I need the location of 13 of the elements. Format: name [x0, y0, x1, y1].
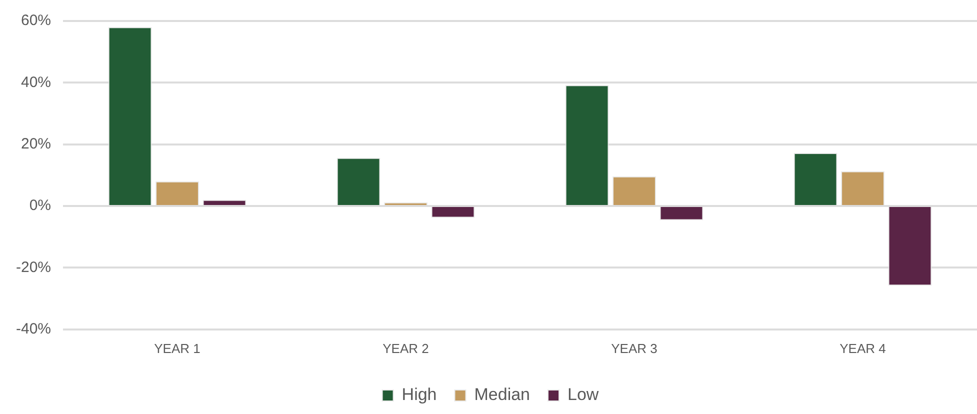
legend-label: High — [402, 385, 437, 404]
y-tick-label: 0% — [29, 197, 52, 214]
y-tick-label: -20% — [16, 258, 52, 276]
x-tick-label: YEAR 4 — [840, 340, 886, 356]
x-tick-label: YEAR 3 — [611, 340, 658, 356]
y-tick-label: 60% — [20, 12, 52, 30]
y-tick-label: 40% — [20, 74, 52, 91]
legend-label: Median — [474, 385, 530, 404]
x-tick-label: YEAR 1 — [154, 340, 200, 356]
y-tick-label: 20% — [20, 136, 52, 152]
x-tick-label: YEAR 2 — [382, 340, 429, 356]
legend-label: Low — [568, 385, 600, 404]
y-tick-label: -40% — [16, 320, 52, 338]
